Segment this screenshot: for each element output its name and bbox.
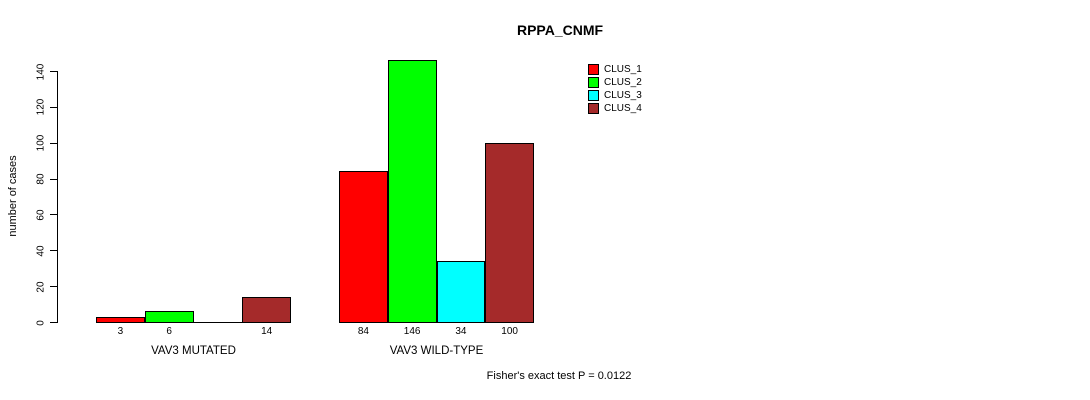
y-tick-mark [50,286,57,288]
bar-clus_4-group1 [242,296,291,323]
legend-label: CLUS_4 [604,103,642,114]
x-group-label: VAV3 WILD-TYPE [389,345,484,357]
y-tick-label: 100 [35,134,47,152]
bar-value-label: 100 [501,326,518,337]
y-axis-label: number of cases [7,155,19,237]
y-tick-mark [50,322,57,323]
bar-value-label: 6 [166,326,172,337]
bar-value-label: 3 [117,326,124,337]
legend-swatch-clus_1 [588,64,599,75]
chart-title: RPPA_CNMF [516,22,604,38]
y-tick-mark [50,214,57,216]
y-tick-mark [50,142,57,144]
bar-clus_1-group1 [96,316,145,323]
y-tick-label: 40 [35,245,47,257]
legend-label: CLUS_1 [604,64,642,75]
legend-row: CLUS_3 [588,90,642,101]
bar-value-label: 146 [403,326,421,337]
y-tick-mark [50,71,57,72]
bar-value-label: 34 [455,326,467,337]
bar-clus_2-group1 [144,311,194,323]
bar-value-label: 84 [357,326,369,337]
legend-label: CLUS_2 [604,77,642,88]
legend-swatch-clus_2 [588,77,599,88]
y-tick-label: 80 [35,173,47,185]
bar-clus_4-group2 [485,142,534,323]
legend-row: CLUS_4 [588,103,642,114]
y-tick-label: 140 [35,63,47,80]
group-baseline [96,322,291,323]
y-tick-mark [50,178,57,180]
bar-clus_2-group2 [387,60,437,323]
y-tick-mark [50,106,57,108]
stat-annotation: Fisher's exact test P = 0.0122 [486,370,632,382]
legend-swatch-clus_4 [588,103,599,114]
bar-value-label: 14 [261,326,273,337]
legend-row: CLUS_2 [588,77,642,88]
y-tick-label: 120 [35,99,47,116]
bar-clus_3-group2 [436,261,486,323]
bar-clus_1-group2 [339,171,388,323]
y-tick-label: 0 [35,319,47,326]
legend: CLUS_1 CLUS_2 CLUS_3 CLUS_4 [588,64,642,116]
legend-row: CLUS_1 [588,64,642,75]
legend-swatch-clus_3 [588,90,599,101]
legend-label: CLUS_3 [604,90,642,101]
y-tick-mark [50,250,57,252]
y-tick-label: 20 [35,281,47,293]
y-axis-line [57,71,58,323]
y-tick-label: 60 [35,209,47,221]
x-group-label: VAV3 MUTATED [151,345,236,357]
